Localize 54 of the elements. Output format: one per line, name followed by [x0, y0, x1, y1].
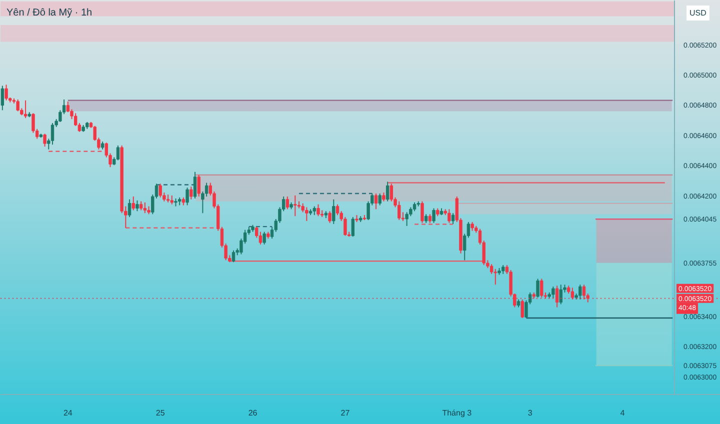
- candlestick: [420, 200, 424, 224]
- candlestick: [378, 193, 382, 206]
- x-tick-label: 26: [248, 408, 258, 418]
- candlestick: [16, 98, 20, 112]
- candlestick: [258, 231, 262, 246]
- candlestick: [336, 204, 340, 216]
- candlestick: [316, 204, 320, 217]
- candlestick: [262, 231, 266, 246]
- candlestick: [451, 212, 455, 224]
- x-tick-label: 4: [620, 408, 626, 418]
- candlestick: [116, 145, 120, 161]
- x-tick-label: 25: [156, 408, 166, 418]
- candlestick: [432, 208, 436, 224]
- candlestick: [305, 206, 308, 222]
- x-tick-label: Tháng 3: [442, 408, 472, 418]
- candlestick: [136, 200, 139, 212]
- candlestick: [186, 187, 189, 206]
- candlestick: [552, 286, 555, 299]
- candlestick: [50, 122, 54, 146]
- candlestick: [197, 174, 200, 198]
- text: Yên / Đô la Mỹ · 1h: [6, 8, 92, 18]
- x-tick-label: 27: [340, 408, 350, 418]
- candlestick: [374, 193, 378, 210]
- candlestick: [4, 84, 8, 101]
- candlestick: [386, 181, 390, 202]
- candlestick: [351, 216, 355, 238]
- candlestick: [66, 100, 70, 113]
- x-tick-label: 3: [528, 408, 533, 418]
- candlestick: [578, 284, 582, 300]
- candlestick: [448, 208, 451, 224]
- x-tick-label: 24: [63, 408, 73, 418]
- candlestick: [328, 210, 332, 224]
- candlestick: [204, 182, 208, 198]
- candlestick: [559, 284, 562, 305]
- candlestick: [398, 200, 401, 221]
- candlestick: [158, 183, 162, 198]
- candlestick: [332, 198, 336, 224]
- candlestick: [294, 194, 297, 217]
- candlestick: [193, 171, 197, 199]
- candlestick: [0, 85, 4, 111]
- y-axis-title: USD: [690, 8, 707, 18]
- candlestick: [494, 268, 498, 286]
- candlestick: [190, 186, 193, 200]
- candlestick: [128, 198, 132, 218]
- candlestick: [536, 278, 540, 298]
- candlestick: [286, 196, 290, 210]
- candlestick: [24, 100, 28, 119]
- candlestick: [132, 196, 135, 211]
- candlestick: [520, 298, 524, 318]
- candlestick: [43, 133, 46, 148]
- candlestick: [390, 183, 394, 202]
- candlestick: [490, 264, 494, 274]
- candlestick: [143, 202, 147, 214]
- candlestick: [232, 250, 236, 263]
